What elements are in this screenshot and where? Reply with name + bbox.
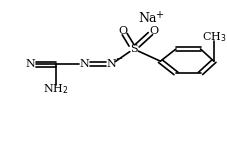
Text: S: S (129, 44, 137, 54)
Text: +: + (155, 9, 163, 20)
Text: N: N (25, 59, 35, 69)
Text: N: N (79, 59, 89, 69)
Text: −: − (114, 54, 121, 63)
Text: O: O (117, 26, 126, 36)
Text: Na: Na (138, 12, 156, 25)
Text: O: O (148, 26, 158, 36)
Text: CH$_3$: CH$_3$ (201, 30, 225, 44)
Text: N: N (106, 59, 116, 69)
Text: NH$_2$: NH$_2$ (43, 82, 68, 96)
